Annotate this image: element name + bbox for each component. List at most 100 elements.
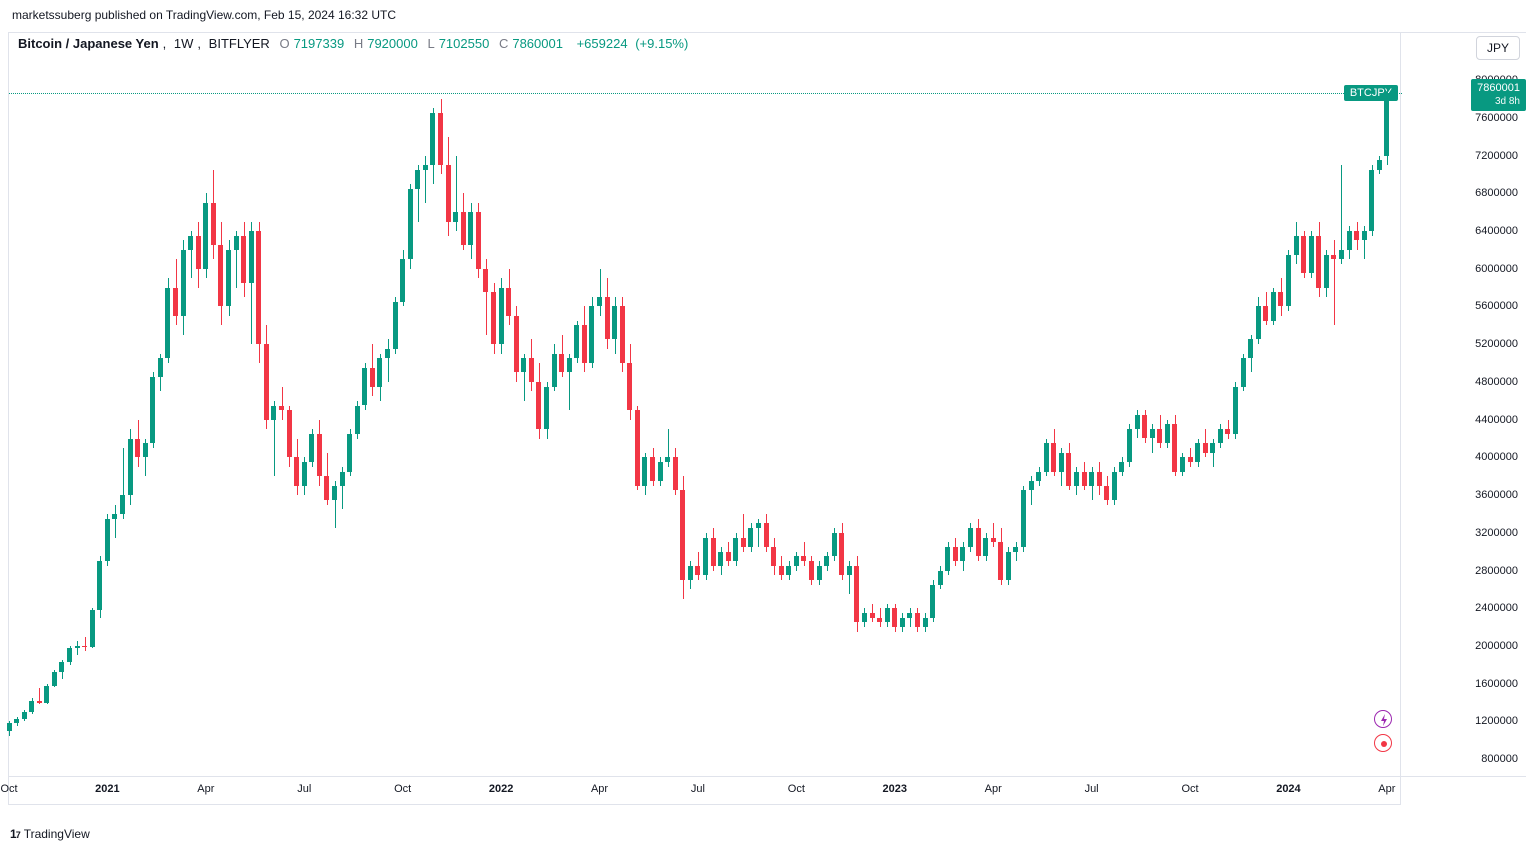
candle-body	[1119, 462, 1124, 471]
candle-body	[52, 672, 57, 685]
candle-body	[112, 514, 117, 519]
candle-body	[514, 316, 519, 373]
candle-body	[1135, 415, 1140, 429]
price-tick: 4000000	[1475, 451, 1518, 463]
candle-body	[14, 719, 19, 724]
candle-body	[1180, 457, 1185, 471]
candle-body	[7, 723, 12, 731]
candle-body	[907, 613, 912, 618]
candle-body	[1309, 236, 1314, 274]
candle-body	[423, 165, 428, 170]
candle-body	[377, 358, 382, 386]
candle-wick	[804, 542, 805, 566]
candle-body	[620, 306, 625, 363]
candle-body	[67, 648, 72, 662]
price-tick: 5200000	[1475, 338, 1518, 350]
tradingview-logo-icon: 17	[10, 827, 20, 841]
candle-body	[476, 212, 481, 269]
candle-body	[998, 542, 1003, 580]
candle-wick	[910, 608, 911, 627]
time-tick: Jul	[1085, 783, 1099, 795]
candle-body	[1331, 255, 1336, 260]
candle-body	[29, 701, 34, 712]
candle-body	[218, 245, 223, 306]
price-tick: 6800000	[1475, 187, 1518, 199]
candle-body	[1059, 453, 1064, 472]
candle-body	[536, 382, 541, 429]
candle-body	[665, 457, 670, 462]
candle-body	[128, 439, 133, 496]
candle-body	[938, 571, 943, 585]
tradingview-attribution: 17 TradingView	[10, 827, 90, 841]
candlestick-chart[interactable]: BTCJPY	[8, 32, 1401, 777]
publish-info: marketssuberg published on TradingView.c…	[12, 8, 396, 22]
candle-body	[1377, 160, 1382, 169]
candle-body	[446, 165, 451, 222]
candle-body	[794, 556, 799, 565]
candle-body	[680, 490, 685, 580]
price-axis[interactable]: 8000001200000160000020000002400000280000…	[1401, 32, 1526, 777]
candle-body	[673, 457, 678, 490]
candle-body	[1013, 547, 1018, 552]
price-tick: 2800000	[1475, 565, 1518, 577]
candle-body	[582, 325, 587, 363]
candle-body	[1157, 429, 1162, 443]
candle-body	[453, 212, 458, 221]
price-tick: 4400000	[1475, 414, 1518, 426]
time-tick: Apr	[197, 783, 214, 795]
candle-body	[1294, 236, 1299, 255]
price-tick: 6000000	[1475, 263, 1518, 275]
candle-body	[1263, 306, 1268, 320]
candle-body	[870, 613, 875, 618]
candle-body	[960, 547, 965, 561]
candle-body	[173, 288, 178, 316]
candle-body	[930, 585, 935, 618]
candle-wick	[115, 505, 116, 538]
candle-body	[1089, 472, 1094, 486]
candle-body	[650, 457, 655, 481]
price-tick: 7200000	[1475, 150, 1518, 162]
candle-body	[574, 325, 579, 358]
flash-icon[interactable]	[1374, 710, 1392, 728]
candle-body	[408, 189, 413, 260]
candle-body	[1369, 170, 1374, 231]
time-axis[interactable]: Oct2021AprJulOct2022AprJulOct2023AprJulO…	[8, 777, 1401, 805]
candle-body	[824, 556, 829, 565]
candle-wick	[1016, 542, 1017, 561]
candle-body	[1165, 424, 1170, 443]
record-icon[interactable]	[1374, 734, 1392, 752]
candle-body	[1218, 429, 1223, 443]
tradingview-brand: TradingView	[24, 827, 90, 841]
candle-body	[1241, 358, 1246, 386]
candle-body	[559, 354, 564, 373]
candle-body	[1104, 486, 1109, 500]
candle-body	[1097, 472, 1102, 486]
candle-body	[1301, 236, 1306, 274]
candle-body	[877, 618, 882, 623]
candle-body	[915, 613, 920, 627]
candle-body	[506, 288, 511, 316]
time-tick: Apr	[1378, 783, 1395, 795]
candle-body	[839, 533, 844, 575]
candle-body	[1225, 429, 1230, 434]
candle-body	[695, 566, 700, 575]
candle-body	[362, 368, 367, 406]
candle-body	[97, 561, 102, 610]
time-tick: 2022	[489, 783, 513, 795]
candle-body	[1029, 481, 1034, 490]
candle-wick	[1334, 240, 1335, 325]
candle-body	[597, 297, 602, 306]
candle-body	[241, 236, 246, 283]
candle-body	[544, 387, 549, 429]
candle-body	[642, 457, 647, 485]
candle-body	[1339, 250, 1344, 259]
candle-body	[82, 646, 87, 647]
candle-body	[726, 552, 731, 561]
candle-body	[1248, 339, 1253, 358]
candle-body	[461, 212, 466, 245]
candle-body	[317, 434, 322, 476]
candle-body	[340, 472, 345, 486]
candle-body	[529, 358, 534, 382]
candle-body	[945, 547, 950, 571]
candle-body	[256, 231, 261, 344]
